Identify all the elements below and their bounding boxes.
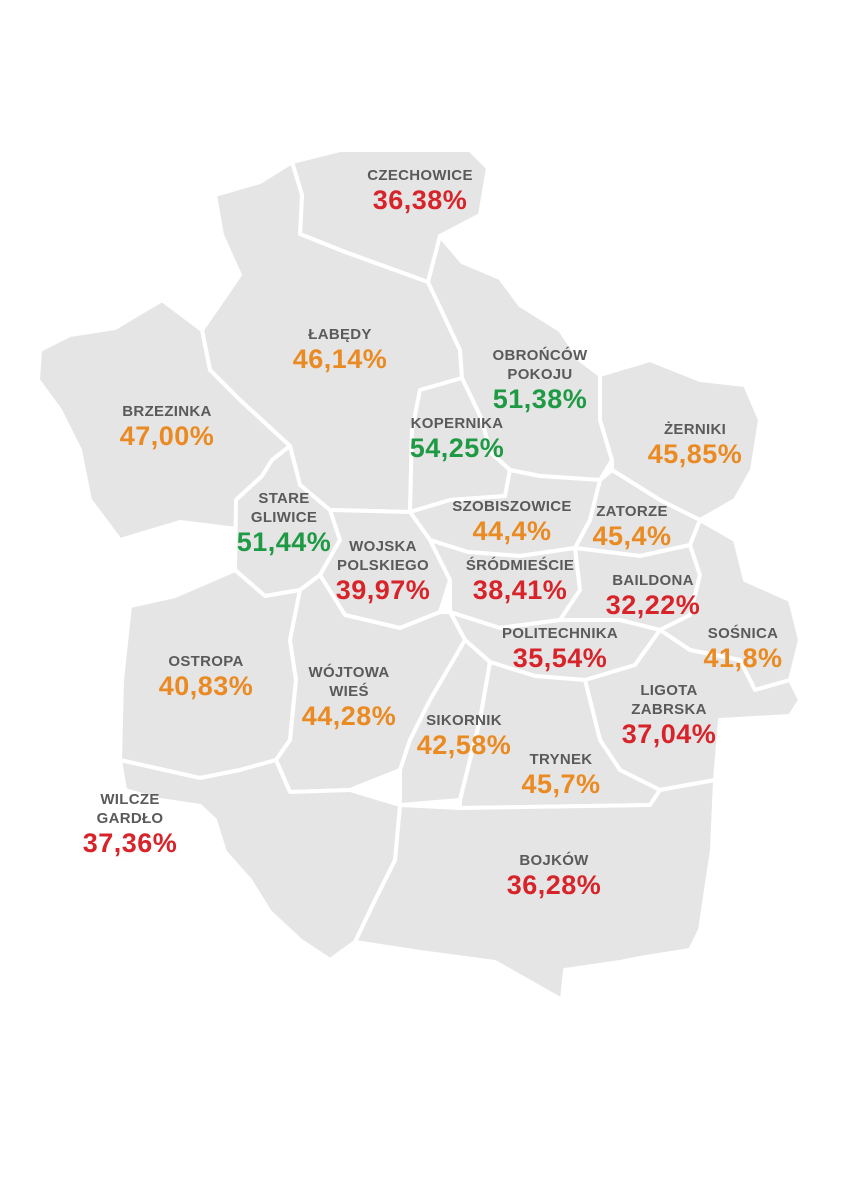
label-kopernika: KOPERNIKA 54,25% <box>410 414 505 464</box>
district-value-bojkow: 36,28% <box>506 870 602 900</box>
district-value-srodmiescie: 38,41% <box>472 575 568 605</box>
district-name-sikornik: SIKORNIK <box>426 712 502 729</box>
label-obroncow-pokoju: OBROŃCÓW POKOJU 51,38% <box>493 346 588 415</box>
district-name-wojska-polskiego: WOJSKA <box>349 538 417 555</box>
label-ligota-zabrska: LIGOTA ZABRSKA 37,04% <box>622 681 717 750</box>
district-value-wojska-polskiego: 39,97% <box>335 575 431 605</box>
label-zerniki: ŻERNIKI 45,85% <box>648 420 743 470</box>
district-name-kopernika: KOPERNIKA <box>410 415 504 432</box>
label-wilcze-gardlo: WILCZE GARDŁO 37,36% <box>83 790 178 859</box>
label-ostropa: OSTROPA 40,83% <box>159 652 254 702</box>
district-name-labedy: ŁABĘDY <box>308 326 372 343</box>
district-name-sosnica: SOŚNICA <box>707 625 779 642</box>
district-value-brzezinka: 47,00% <box>119 421 215 451</box>
district-name-stare-gliwice-line2: GLIWICE <box>250 509 318 526</box>
district-name-czechowice: CZECHOWICE <box>367 167 473 184</box>
district-value-baildona: 32,22% <box>605 590 701 620</box>
district-name-wojtowa-wies: WÓJTOWA <box>308 664 390 681</box>
district-value-szobiszowice: 44,4% <box>472 516 552 546</box>
label-brzezinka: BRZEZINKA 47,00% <box>120 402 215 452</box>
district-wilcze-gardlo[interactable] <box>118 758 402 962</box>
label-politechnika: POLITECHNIKA 35,54% <box>502 624 618 674</box>
district-name-zatorze: ZATORZE <box>596 503 668 520</box>
label-stare-gliwice: STARE GLIWICE 51,44% <box>237 489 332 558</box>
district-value-obroncow-pokoju: 51,38% <box>492 384 588 414</box>
district-name-stare-gliwice: STARE <box>258 490 310 507</box>
district-name-obroncow-pokoju-line2: POKOJU <box>507 366 573 383</box>
district-name-wojska-polskiego-line2: POLSKIEGO <box>337 557 429 574</box>
district-name-szobiszowice: SZOBISZOWICE <box>452 498 572 515</box>
district-value-sikornik: 42,58% <box>416 730 512 760</box>
district-value-trynek: 45,7% <box>521 769 601 799</box>
label-trynek: TRYNEK 45,7% <box>521 750 600 800</box>
district-value-stare-gliwice: 51,44% <box>236 527 332 557</box>
district-value-ligota-zabrska: 37,04% <box>621 719 717 749</box>
district-value-kopernika: 54,25% <box>409 433 505 463</box>
label-sikornik: SIKORNIK 42,58% <box>417 711 512 761</box>
district-name-ligota-zabrska: LIGOTA <box>640 682 698 699</box>
district-zerniki[interactable] <box>598 358 762 522</box>
label-srodmiescie: ŚRÓDMIEŚCIE 38,41% <box>466 556 574 606</box>
district-name-zerniki: ŻERNIKI <box>663 421 727 438</box>
district-name-trynek: TRYNEK <box>529 751 593 768</box>
label-czechowice: CZECHOWICE 36,38% <box>367 166 473 216</box>
label-baildona: BAILDONA 32,22% <box>606 571 701 621</box>
district-value-zatorze: 45,4% <box>592 521 672 551</box>
label-labedy: ŁABĘDY 46,14% <box>293 325 388 375</box>
district-value-sosnica: 41,8% <box>703 643 783 673</box>
label-bojkow: BOJKÓW 36,28% <box>507 851 602 901</box>
district-name-politechnika: POLITECHNIKA <box>501 625 619 642</box>
district-name-wilcze-gardlo: WILCZE <box>100 791 160 808</box>
district-name-wilcze-gardlo-line2: GARDŁO <box>96 810 164 827</box>
district-name-ligota-zabrska-line2: ZABRSKA <box>631 701 707 718</box>
district-name-bojkow: BOJKÓW <box>519 852 589 869</box>
label-zatorze: ZATORZE 45,4% <box>592 502 671 552</box>
district-value-wilcze-gardlo: 37,36% <box>82 828 178 858</box>
district-value-zerniki: 45,85% <box>647 439 743 469</box>
label-wojtowa-wies: WÓJTOWA WIEŚ 44,28% <box>302 663 397 732</box>
label-wojska-polskiego: WOJSKA POLSKIEGO 39,97% <box>336 537 431 606</box>
district-value-labedy: 46,14% <box>292 344 388 374</box>
district-value-wojtowa-wies: 44,28% <box>301 701 397 731</box>
district-value-politechnika: 35,54% <box>512 643 608 673</box>
district-name-brzezinka: BRZEZINKA <box>122 403 212 420</box>
district-name-srodmiescie: ŚRÓDMIEŚCIE <box>465 557 575 574</box>
district-value-ostropa: 40,83% <box>158 671 254 701</box>
district-name-obroncow-pokoju: OBROŃCÓW <box>492 347 588 364</box>
label-szobiszowice: SZOBISZOWICE 44,4% <box>452 497 571 547</box>
district-name-wojtowa-wies-line2: WIEŚ <box>329 683 369 700</box>
district-value-czechowice: 36,38% <box>372 185 468 215</box>
district-name-baildona: BAILDONA <box>612 572 694 589</box>
district-name-ostropa: OSTROPA <box>168 653 244 670</box>
label-sosnica: SOŚNICA 41,8% <box>703 624 782 674</box>
